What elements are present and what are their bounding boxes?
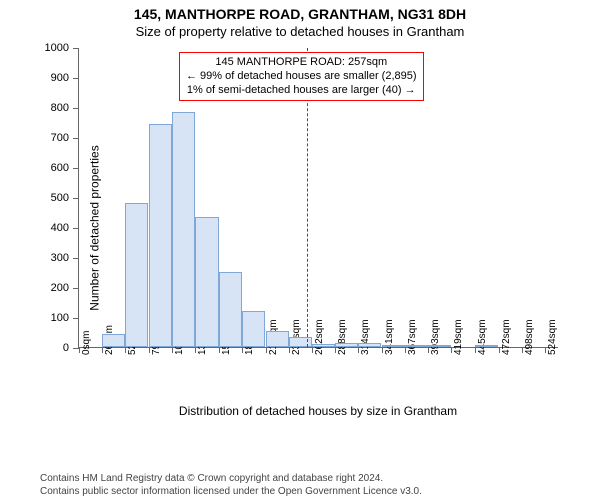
y-tick bbox=[73, 168, 79, 169]
x-tick-label: 445sqm bbox=[477, 319, 488, 355]
x-tick-label: 524sqm bbox=[547, 319, 558, 355]
annotation-line: ← 99% of detached houses are smaller (2,… bbox=[186, 70, 417, 84]
y-tick bbox=[73, 198, 79, 199]
y-tick-label: 400 bbox=[51, 222, 69, 234]
y-tick-label: 600 bbox=[51, 162, 69, 174]
plot-area: 010020030040050060070080090010000sqm26sq… bbox=[78, 48, 558, 348]
x-tick-label: 367sqm bbox=[407, 319, 418, 355]
y-tick-label: 200 bbox=[51, 282, 69, 294]
footer-line-2: Contains public sector information licen… bbox=[40, 486, 600, 499]
x-tick bbox=[545, 347, 546, 353]
y-tick-label: 900 bbox=[51, 72, 69, 84]
x-tick-label: 0sqm bbox=[81, 331, 92, 355]
footer-attribution: Contains HM Land Registry data © Crown c… bbox=[0, 473, 600, 498]
x-tick-label: 262sqm bbox=[314, 319, 325, 355]
x-tick bbox=[219, 347, 220, 353]
histogram-bar bbox=[102, 334, 125, 348]
y-tick-label: 500 bbox=[51, 192, 69, 204]
x-tick bbox=[522, 347, 523, 353]
footer-line-1: Contains HM Land Registry data © Crown c… bbox=[40, 473, 600, 486]
histogram-bar bbox=[475, 345, 498, 347]
x-tick bbox=[358, 347, 359, 353]
y-tick-label: 0 bbox=[63, 342, 69, 354]
y-tick bbox=[73, 228, 79, 229]
x-tick bbox=[382, 347, 383, 353]
x-tick-label: 393sqm bbox=[430, 319, 441, 355]
x-tick bbox=[312, 347, 313, 353]
histogram-bar bbox=[405, 345, 428, 347]
x-tick bbox=[102, 347, 103, 353]
y-tick-label: 100 bbox=[51, 312, 69, 324]
y-tick-label: 300 bbox=[51, 252, 69, 264]
histogram-bar bbox=[195, 217, 218, 348]
histogram-bar bbox=[358, 343, 381, 347]
y-tick bbox=[73, 258, 79, 259]
x-tick-label: 314sqm bbox=[360, 319, 371, 355]
title-sub: Size of property relative to detached ho… bbox=[0, 22, 600, 43]
y-tick-label: 700 bbox=[51, 132, 69, 144]
y-tick bbox=[73, 138, 79, 139]
histogram-bar bbox=[428, 345, 451, 347]
annotation-line: 145 MANTHORPE ROAD: 257sqm bbox=[186, 56, 417, 70]
x-tick-label: 498sqm bbox=[524, 319, 535, 355]
x-tick bbox=[475, 347, 476, 353]
x-tick-label: 288sqm bbox=[337, 319, 348, 355]
x-tick bbox=[79, 347, 80, 353]
annotation-box: 145 MANTHORPE ROAD: 257sqm← 99% of detac… bbox=[179, 52, 424, 101]
histogram-bar bbox=[312, 344, 335, 347]
y-tick bbox=[73, 108, 79, 109]
y-tick bbox=[73, 48, 79, 49]
annotation-line: 1% of semi-detached houses are larger (4… bbox=[186, 84, 417, 98]
x-tick bbox=[266, 347, 267, 353]
x-axis-label: Distribution of detached houses by size … bbox=[78, 404, 558, 418]
x-tick-label: 472sqm bbox=[501, 319, 512, 355]
y-tick-label: 1000 bbox=[45, 42, 69, 54]
y-tick bbox=[73, 318, 79, 319]
histogram-bar bbox=[125, 203, 148, 347]
x-tick bbox=[499, 347, 500, 353]
y-tick bbox=[73, 288, 79, 289]
x-tick bbox=[335, 347, 336, 353]
chart-area: Number of detached properties 0100200300… bbox=[40, 48, 570, 408]
title-main: 145, MANTHORPE ROAD, GRANTHAM, NG31 8DH bbox=[0, 0, 600, 22]
histogram-bar bbox=[266, 331, 289, 348]
histogram-bar bbox=[382, 345, 405, 347]
histogram-bar bbox=[172, 112, 195, 348]
y-tick bbox=[73, 78, 79, 79]
x-tick bbox=[289, 347, 290, 353]
x-tick bbox=[242, 347, 243, 353]
x-tick-label: 341sqm bbox=[384, 319, 395, 355]
histogram-bar bbox=[149, 124, 172, 348]
y-tick-label: 800 bbox=[51, 102, 69, 114]
histogram-bar bbox=[219, 272, 242, 347]
histogram-bar bbox=[335, 343, 358, 347]
histogram-bar bbox=[242, 311, 265, 347]
x-tick-label: 419sqm bbox=[453, 319, 464, 355]
